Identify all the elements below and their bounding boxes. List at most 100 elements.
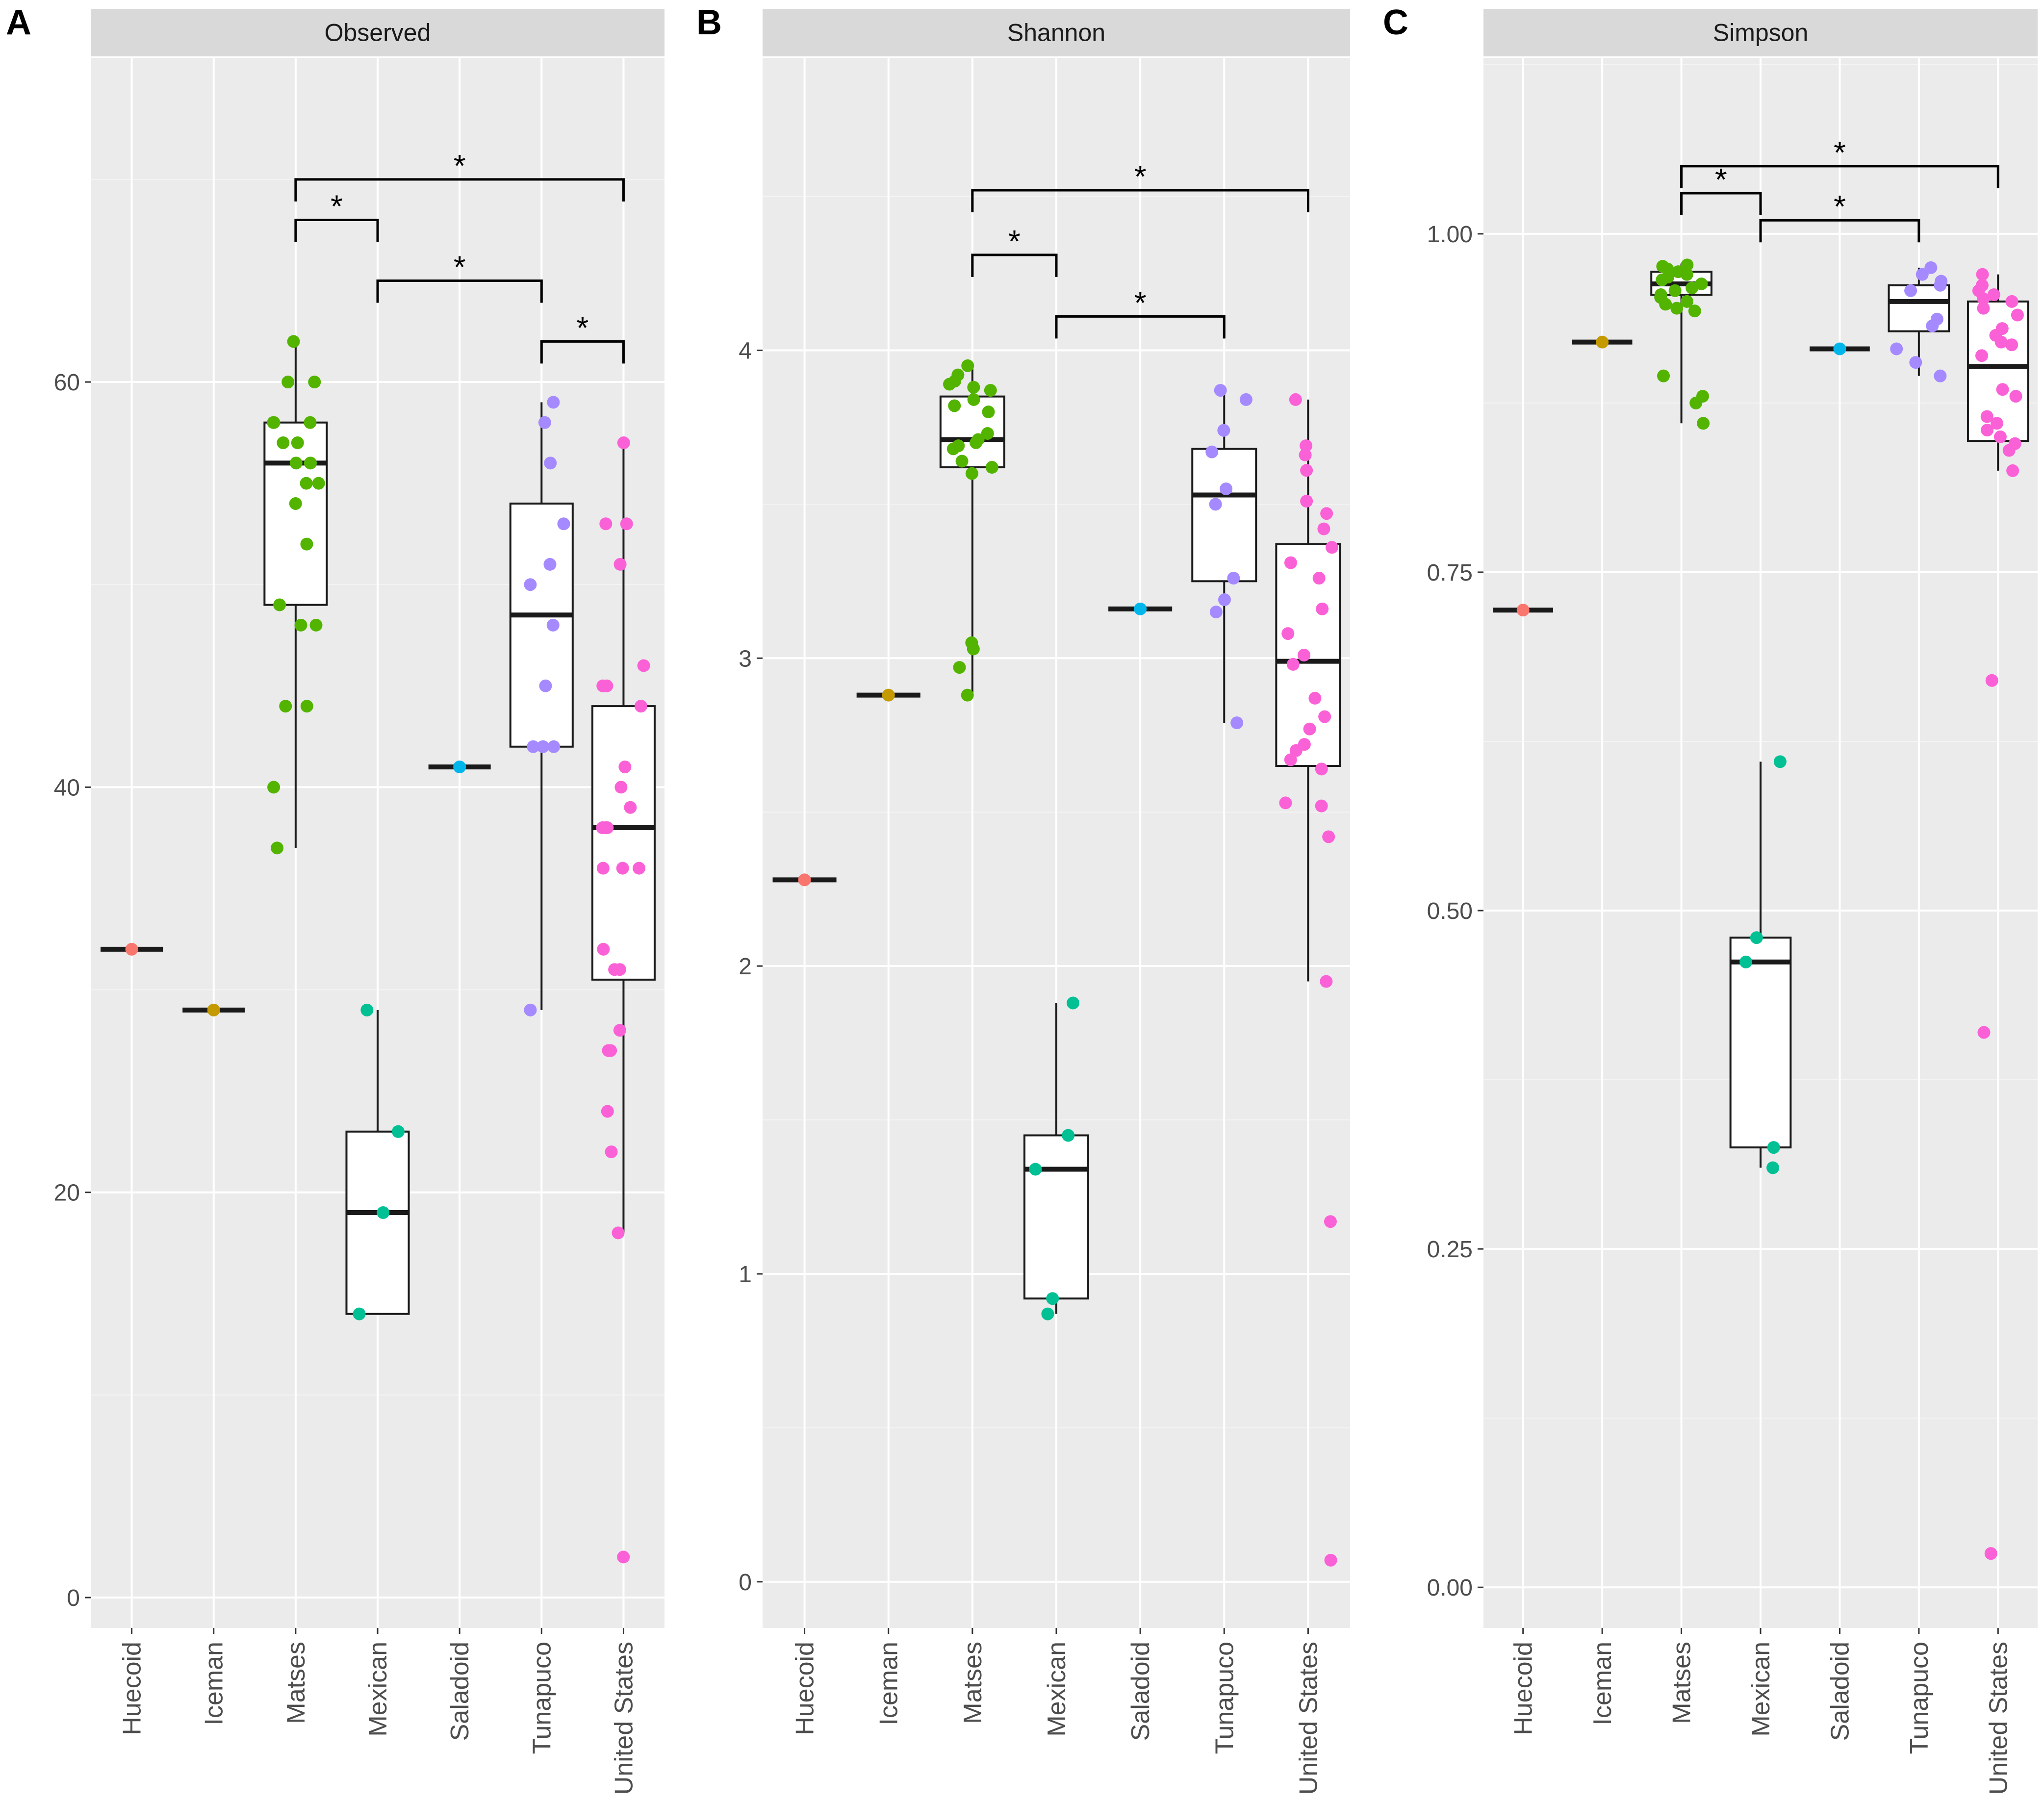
- data-point: [1688, 305, 1701, 318]
- data-point: [1067, 996, 1080, 1010]
- data-point: [308, 376, 321, 389]
- data-point: [1303, 722, 1316, 736]
- data-point: [601, 1105, 614, 1118]
- data-point: [599, 517, 613, 531]
- data-point: [309, 618, 323, 632]
- data-point: [1315, 799, 1328, 812]
- data-point: [300, 477, 313, 490]
- data-point: [524, 578, 537, 591]
- data-point: [273, 598, 286, 611]
- data-point: [616, 862, 629, 875]
- box-tunapuco: [1191, 387, 1257, 723]
- data-point: [613, 963, 626, 976]
- data-point: [1324, 1215, 1337, 1228]
- data-point: [1750, 931, 1763, 944]
- data-point: [1046, 1292, 1059, 1305]
- data-point: [637, 659, 650, 672]
- data-point: [277, 436, 290, 450]
- panel-simpson: C Simpson 0.00 0.25 0.50 0.75 1.00 * * * Huecoid Ic…: [1383, 3, 2038, 1795]
- data-point: [1281, 627, 1295, 640]
- data-point: [377, 1206, 390, 1219]
- significance-label: *: [1134, 285, 1147, 320]
- x-category-label: United States: [1294, 1642, 1323, 1795]
- box-tunapuco: [509, 402, 574, 1010]
- data-point: [360, 1003, 374, 1016]
- x-category-label: Tunapuco: [528, 1642, 556, 1754]
- data-point: [1977, 1026, 1991, 1039]
- data-point: [1230, 716, 1244, 730]
- data-point: [1214, 384, 1227, 397]
- data-point: [1996, 383, 2009, 396]
- data-point: [537, 740, 550, 753]
- data-point: [1308, 691, 1322, 705]
- box-body: [1729, 937, 1792, 1149]
- y-tick-label: 0.25: [1427, 1237, 1473, 1263]
- data-point: [1286, 658, 1300, 671]
- y-tick-label: 0.00: [1427, 1575, 1473, 1601]
- box-mexican: [345, 1010, 410, 1315]
- data-point: [1596, 335, 1609, 349]
- data-point: [601, 821, 614, 835]
- data-point: [289, 457, 303, 470]
- data-point: [271, 841, 284, 855]
- data-point: [613, 1024, 626, 1037]
- y-tick-label: 1.00: [1427, 222, 1473, 248]
- box-body: [263, 421, 328, 606]
- significance-bracket: *: [294, 189, 379, 242]
- data-point: [1681, 258, 1694, 272]
- x-category-label: Tunapuco: [1210, 1642, 1239, 1754]
- data-point: [1916, 268, 1929, 281]
- facet-title: Shannon: [1007, 19, 1105, 47]
- box-body: [509, 502, 574, 748]
- data-point: [1680, 268, 1693, 281]
- data-point: [967, 393, 980, 406]
- data-point: [524, 1003, 537, 1016]
- panel-letter: A: [6, 3, 31, 42]
- data-point: [1325, 541, 1338, 554]
- data-point: [543, 558, 557, 571]
- data-point: [2002, 444, 2016, 457]
- data-point: [547, 396, 560, 409]
- data-point: [1926, 319, 1939, 332]
- data-point: [294, 618, 307, 632]
- x-category-label: United States: [610, 1642, 638, 1795]
- data-point: [1322, 830, 1335, 843]
- bracket-line: [1680, 165, 1999, 188]
- significance-label: *: [454, 148, 466, 183]
- significance-bracket: *: [1680, 162, 1762, 216]
- data-point: [597, 942, 610, 956]
- data-point: [125, 942, 138, 956]
- x-category-label: Huecoid: [118, 1642, 147, 1735]
- x-category-label: United States: [1984, 1642, 2013, 1795]
- significance-label: *: [1834, 135, 1846, 170]
- data-point: [1659, 298, 1672, 311]
- data-point: [1689, 396, 1703, 409]
- data-point: [1516, 604, 1530, 617]
- data-point: [1205, 445, 1219, 458]
- data-point: [544, 457, 557, 470]
- significance-bracket: *: [971, 224, 1058, 277]
- facet-title: Observed: [325, 19, 431, 47]
- data-point: [1975, 349, 1988, 362]
- data-point: [1904, 284, 1917, 297]
- data-point: [596, 679, 610, 692]
- data-point: [1279, 796, 1292, 810]
- facet-strip: [763, 9, 1350, 56]
- data-point: [1686, 281, 1699, 295]
- data-point: [291, 436, 304, 450]
- data-point: [981, 427, 994, 440]
- y-tick-label: 0: [739, 1570, 752, 1596]
- data-point: [289, 497, 302, 510]
- significance-label: *: [1134, 159, 1147, 194]
- significance-bracket: *: [294, 148, 625, 202]
- significance-bracket: *: [1055, 285, 1226, 339]
- data-point: [539, 679, 552, 692]
- x-category-label: Matses: [282, 1642, 310, 1724]
- data-point: [612, 1226, 625, 1240]
- data-point: [279, 700, 292, 713]
- significance-bracket: *: [971, 159, 1309, 212]
- data-point: [1976, 268, 1989, 281]
- bracket-line: [376, 279, 543, 303]
- data-point: [1300, 464, 1313, 477]
